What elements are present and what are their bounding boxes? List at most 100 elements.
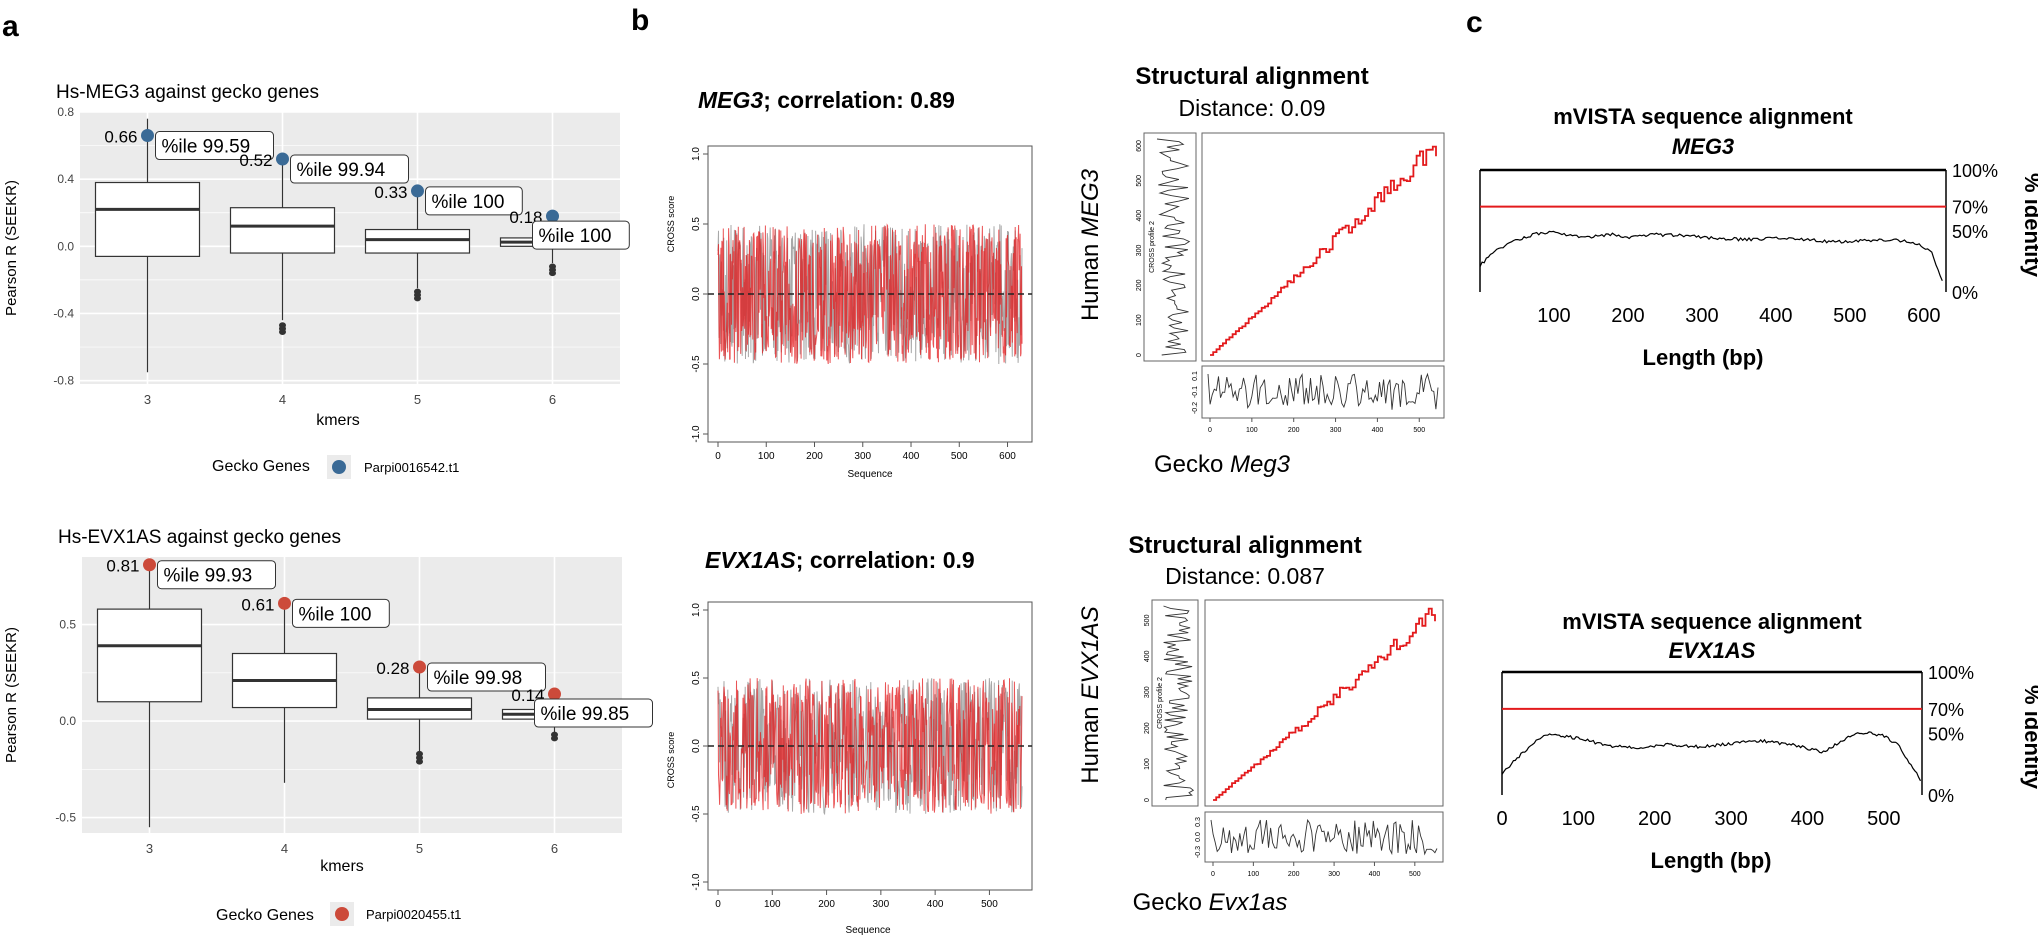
- chart-c-top: mVISTA sequence alignment MEG3 100% 70% 50…: [1479, 104, 2038, 370]
- bottom-profile-frame: [1204, 811, 1444, 863]
- alignment-title: Structural alignment: [1128, 532, 1361, 559]
- gene-point: [411, 184, 424, 198]
- y-axis-label: Human EVX1AS: [1077, 606, 1104, 783]
- alignment-distance: Distance: 0.09: [1178, 95, 1325, 121]
- x-tick-label: 500: [1867, 808, 1900, 830]
- x-tick-label: 300: [1328, 871, 1340, 878]
- gene-point: [546, 209, 559, 223]
- identity-profile-line: [1501, 731, 1922, 782]
- y-axis-label: CROSS score: [666, 732, 676, 789]
- x-tick-label: 600: [1907, 305, 1940, 327]
- y-label-italic: EVX1AS: [1077, 606, 1104, 699]
- percentile-label-box: [425, 186, 523, 216]
- x-tick-label: 5: [414, 392, 421, 407]
- x-axis-label: kmers: [320, 858, 364, 875]
- bottom-tick-label: 0.3: [1195, 817, 1202, 827]
- main-frame: [1204, 599, 1444, 807]
- x-tick-label: 500: [951, 451, 968, 462]
- x-tick-label: 300: [1714, 808, 1747, 830]
- x-tick-label: 400: [903, 451, 920, 462]
- side-tick-label: 200: [1136, 279, 1143, 291]
- x-tick-label: 100: [1246, 427, 1258, 434]
- percentile-label-box: [292, 598, 390, 628]
- side-profile-frame: [1151, 599, 1199, 807]
- percentile-label: %ile 100: [299, 604, 372, 625]
- percentile-label-box: [427, 662, 546, 692]
- point-value-label: 0.81: [106, 557, 139, 576]
- bottom-tick-label: -0.2: [1192, 402, 1199, 414]
- y-tick-label: 0.0: [691, 287, 702, 301]
- bottom-profile-line: [1207, 372, 1439, 410]
- side-tick-label: 400: [1136, 210, 1143, 222]
- y-tick-label: 0.5: [59, 618, 76, 632]
- y-tick-label: 100%: [1952, 161, 1998, 181]
- x-tick-label: 4: [281, 841, 288, 856]
- outlier-point: [279, 328, 286, 335]
- side-tick-label: 500: [1136, 175, 1143, 187]
- y-tick-label: -0.5: [55, 811, 76, 825]
- x-tick-label: 0: [1496, 808, 1507, 830]
- plot-area: 100% 70% 50% 0% 100 200 300 400 500 600: [1479, 161, 1998, 327]
- x-tick-label: 300: [1330, 427, 1342, 434]
- chart-b-bottom-alignment: Structural alignment Distance: 0.087 CRO…: [1077, 532, 1444, 916]
- y-tick-label: 0.8: [57, 105, 74, 119]
- bottom-tick-label: 0.0: [1195, 832, 1202, 842]
- side-tick-label: 400: [1144, 650, 1151, 662]
- x-tick-label: 200: [1611, 305, 1644, 327]
- x-label-italic: Evx1as: [1209, 889, 1288, 916]
- side-tick-label: 300: [1136, 245, 1143, 257]
- x-tick-label: 0: [1208, 427, 1212, 434]
- x-tick-label: 300: [873, 899, 890, 910]
- alignment-plot: CROSS profile 2 0 100 200 300 400 500 0 100 200 30…: [1144, 599, 1444, 878]
- x-tick-label: 100: [764, 899, 781, 910]
- plot-area: 100% 70% 50% 0% 0 100 200 300 400 500: [1496, 663, 1974, 830]
- percentile-label-box: [534, 698, 653, 728]
- alignment-path: [1210, 145, 1437, 356]
- gene-point: [413, 660, 426, 674]
- x-tick-label: 500: [1409, 871, 1421, 878]
- x-tick-label: 5: [416, 841, 423, 856]
- y-label-plain: Human: [1077, 700, 1104, 784]
- point-value-label: 0.33: [374, 183, 407, 202]
- legend-marker: [335, 907, 349, 921]
- y-tick-label: 1.0: [691, 603, 702, 617]
- chart-b-bottom: EVX1AS; correlation: 0.9 0 100 200 300 400 50…: [666, 547, 1033, 936]
- side-tick-label: 500: [1144, 614, 1151, 626]
- box: [96, 608, 203, 703]
- gene-point: [548, 687, 561, 701]
- outlier-point: [549, 270, 556, 277]
- percentile-label: %ile 99.59: [162, 137, 251, 158]
- plot-area: 0 100 200 300 400 500 -1.0 -0.5 0.0 0.5 1.0: [691, 601, 1033, 910]
- plot-area: -0.8 -0.4 0.0 0.4 0.8 3 4 5 6 0.66 %ile 99.590.52%…: [53, 105, 630, 407]
- x-tick-label: 200: [1288, 427, 1300, 434]
- x-tick-label: 3: [146, 841, 153, 856]
- side-tick-label: 600: [1136, 140, 1143, 152]
- percentile-label: %ile 99.98: [434, 668, 523, 689]
- x-axis-label: Gecko Evx1as: [1133, 889, 1288, 916]
- box: [364, 228, 471, 254]
- gene-point: [141, 129, 154, 143]
- bottom-profile-line: [1210, 818, 1438, 856]
- y-tick-label: 1.0: [691, 147, 702, 161]
- y-tick-label: 50%: [1928, 725, 1964, 745]
- panel-letter-a: a: [2, 10, 19, 43]
- series-line-human: [717, 223, 1023, 365]
- y-tick-label: 0.0: [59, 714, 76, 728]
- side-profile-line: [1156, 138, 1191, 356]
- percentile-label: %ile 99.93: [164, 566, 253, 587]
- chart-title: mVISTA sequence alignment: [1553, 104, 1853, 129]
- y-tick-label: 0.0: [57, 239, 74, 253]
- x-tick-label: 500: [1833, 305, 1866, 327]
- x-tick-label: 6: [551, 841, 558, 856]
- x-axis-label: kmers: [316, 412, 360, 429]
- box: [229, 207, 336, 254]
- title-italic: MEG3: [698, 87, 763, 113]
- chart-title: Hs-EVX1AS against gecko genes: [58, 527, 341, 548]
- percentile-label: %ile 99.94: [297, 160, 386, 181]
- x-tick-label: 400: [1791, 808, 1824, 830]
- y-tick-label: 70%: [1952, 198, 1988, 218]
- y-axis-label: CROSS score: [666, 196, 676, 253]
- legend-title: Gecko Genes: [216, 907, 314, 924]
- chart-title: Hs-MEG3 against gecko genes: [56, 82, 319, 103]
